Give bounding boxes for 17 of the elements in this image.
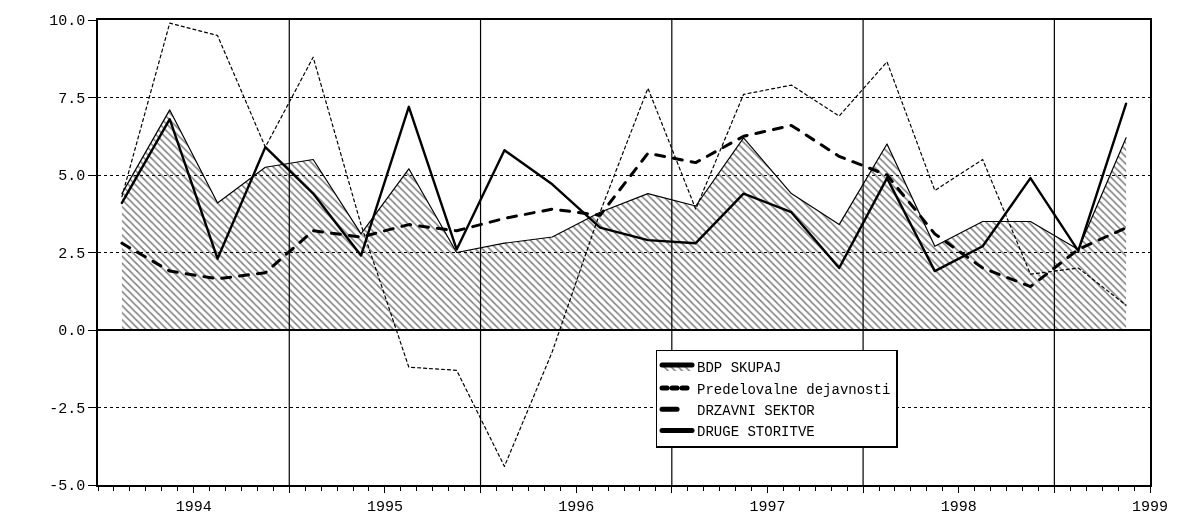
x-tick-label: 1998 [940, 498, 977, 516]
y-tick-label: 10.0 [49, 13, 86, 31]
x-tick-label: 1999 [1131, 498, 1169, 516]
y-tick-label: 7.5 [58, 90, 86, 108]
y-tick-label: 0.0 [58, 323, 86, 341]
y-tick-label: -5.0 [49, 478, 86, 496]
x-tick-label: 1996 [558, 498, 595, 516]
x-tick-label: 1994 [175, 498, 212, 516]
y-tick-label: -2.5 [49, 400, 86, 418]
legend-label: BDP SKUPAJ [697, 360, 782, 377]
legend-label: DRZAVNI SEKTOR [697, 402, 816, 419]
y-tick-label: 2.5 [58, 245, 86, 263]
y-tick-label: 5.0 [58, 168, 86, 186]
x-tick-label: 1997 [749, 498, 786, 516]
legend-label: DRUGE STORITVE [697, 423, 815, 440]
legend-label: Predelovalne dejavnosti [697, 381, 891, 398]
x-tick-label: 1995 [366, 498, 403, 516]
